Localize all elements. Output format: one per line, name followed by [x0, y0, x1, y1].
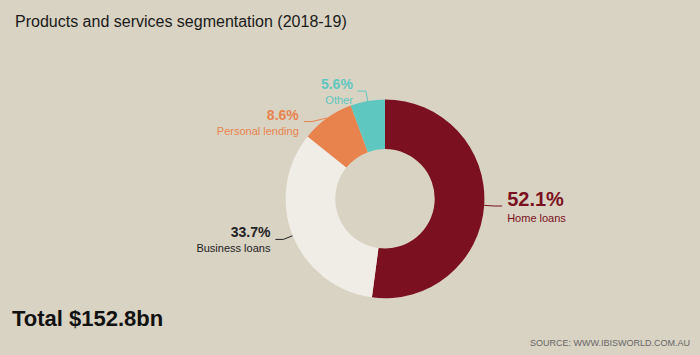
svg-text:Personal lending: Personal lending: [217, 125, 299, 137]
svg-text:52.1%: 52.1%: [507, 188, 564, 210]
svg-text:Total $152.8bn: Total $152.8bn: [12, 306, 163, 331]
svg-text:Products and services segmenta: Products and services segmentation (2018…: [15, 13, 347, 30]
svg-text:8.6%: 8.6%: [267, 107, 299, 123]
svg-text:5.6%: 5.6%: [321, 76, 353, 92]
svg-text:SOURCE: WWW.IBISWORLD.COM.AU: SOURCE: WWW.IBISWORLD.COM.AU: [530, 338, 690, 348]
svg-text:33.7%: 33.7%: [231, 224, 271, 240]
svg-text:Other: Other: [325, 94, 353, 106]
svg-text:Business loans: Business loans: [196, 242, 270, 254]
svg-text:Home loans: Home loans: [507, 212, 566, 224]
